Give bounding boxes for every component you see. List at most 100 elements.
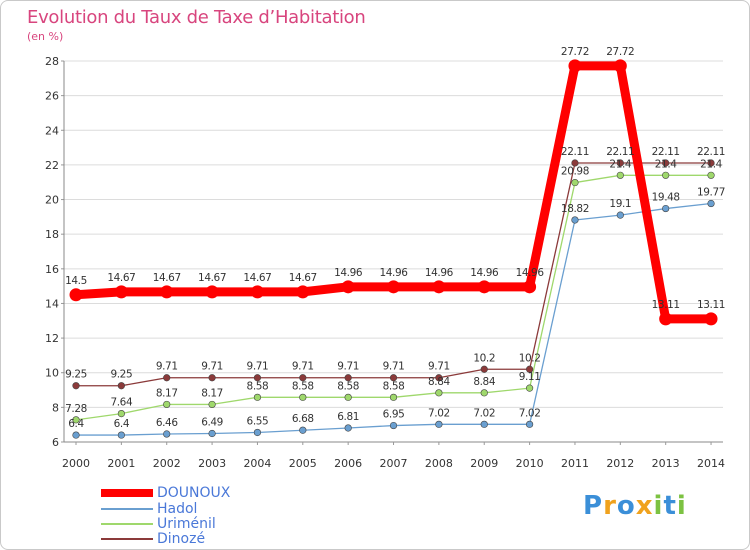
logo-letter: i (653, 491, 664, 521)
data-point (253, 428, 262, 437)
y-tick-label: 22 (45, 159, 59, 172)
data-label: 9.11 (519, 371, 541, 383)
data-point (341, 280, 355, 294)
x-tick-label: 2000 (62, 457, 90, 470)
data-label: 9.71 (156, 361, 178, 373)
data-label: 6.81 (337, 411, 359, 423)
data-label: 6.4 (68, 418, 84, 430)
x-tick-label: 2010 (516, 457, 544, 470)
data-point (525, 365, 534, 373)
data-point (117, 382, 125, 390)
x-tick-label: 2012 (606, 457, 634, 470)
data-point (707, 199, 715, 208)
x-tick-label: 2014 (697, 457, 725, 470)
data-label: 14.67 (243, 272, 271, 284)
data-label: 22.11 (606, 146, 634, 158)
data-point (208, 429, 216, 438)
data-point (389, 374, 398, 382)
x-tick-label: 2004 (243, 457, 271, 470)
legend-label: Hadol (157, 501, 198, 517)
data-label: 10.2 (519, 352, 541, 364)
data-label: 7.02 (519, 407, 541, 419)
y-tick-label: 10 (45, 367, 59, 380)
data-point (72, 416, 80, 424)
logo-letter: t (663, 491, 677, 521)
data-point (435, 374, 443, 382)
legend-item: DOUNOUX (101, 485, 361, 501)
y-tick-label: 8 (52, 401, 59, 414)
data-point (435, 389, 443, 397)
data-point (662, 159, 670, 167)
data-label: 14.67 (153, 272, 181, 284)
data-label: 22.11 (652, 146, 680, 158)
data-point (344, 374, 352, 382)
data-point (208, 400, 216, 409)
data-label: 7.28 (65, 403, 87, 415)
data-point (707, 159, 715, 167)
y-tick-label: 6 (52, 436, 59, 449)
data-label: 14.96 (470, 267, 499, 279)
data-label: 6.68 (292, 413, 314, 425)
data-label: 22.11 (561, 146, 589, 158)
data-point (480, 420, 488, 428)
data-label: 18.82 (561, 203, 589, 215)
data-label: 21.4 (609, 158, 631, 170)
data-point (299, 426, 307, 434)
data-point (480, 365, 488, 373)
y-tick-label: 12 (45, 332, 59, 345)
data-point (477, 280, 491, 294)
data-point (163, 374, 171, 382)
data-label: 7.02 (428, 407, 450, 419)
data-point (568, 59, 582, 73)
data-label: 8.17 (156, 387, 178, 399)
data-label: 9.71 (292, 361, 314, 373)
data-label: 7.64 (110, 397, 132, 409)
data-point (571, 216, 579, 224)
data-point (616, 211, 624, 219)
data-label: 14.67 (107, 272, 135, 284)
data-label: 8.58 (247, 380, 269, 392)
data-point (480, 389, 488, 397)
data-label: 6.55 (247, 415, 269, 427)
data-point (250, 285, 264, 299)
data-label: 21.4 (700, 158, 722, 170)
data-point (296, 285, 310, 299)
y-tick-label: 26 (45, 90, 59, 103)
y-tick-label: 20 (45, 194, 59, 207)
data-label: 14.96 (516, 267, 545, 279)
x-tick-label: 2003 (198, 457, 226, 470)
data-label: 9.71 (428, 361, 450, 373)
data-label: 14.5 (65, 275, 87, 287)
data-label: 9.71 (201, 361, 223, 373)
data-label: 14.96 (334, 267, 363, 279)
x-tick-label: 2011 (561, 457, 589, 470)
y-tick-label: 28 (45, 55, 59, 68)
logo-letter: i (676, 491, 687, 521)
data-point (163, 400, 171, 409)
data-point (662, 204, 670, 213)
data-point (69, 288, 83, 302)
data-point (389, 393, 398, 401)
y-tick-label: 14 (45, 297, 59, 310)
data-label: 9.71 (337, 361, 359, 373)
logo-letter: x (635, 491, 654, 521)
data-label: 9.25 (110, 369, 132, 381)
proxiti-logo: Proxiti (583, 491, 687, 521)
data-label: 8.84 (473, 376, 495, 388)
data-label: 8.58 (292, 380, 314, 392)
data-point (707, 171, 715, 179)
data-point (662, 171, 670, 179)
data-label: 9.71 (383, 361, 405, 373)
data-label: 14.67 (289, 272, 317, 284)
y-tick-label: 24 (45, 124, 59, 137)
data-label: 8.84 (428, 376, 450, 388)
data-label: 14.67 (198, 272, 226, 284)
data-label: 13.11 (697, 299, 725, 311)
data-point (659, 312, 673, 326)
legend-item: Hadol (101, 501, 361, 517)
data-point (432, 280, 446, 294)
x-tick-label: 2005 (289, 457, 317, 470)
legend-swatch (101, 489, 153, 497)
